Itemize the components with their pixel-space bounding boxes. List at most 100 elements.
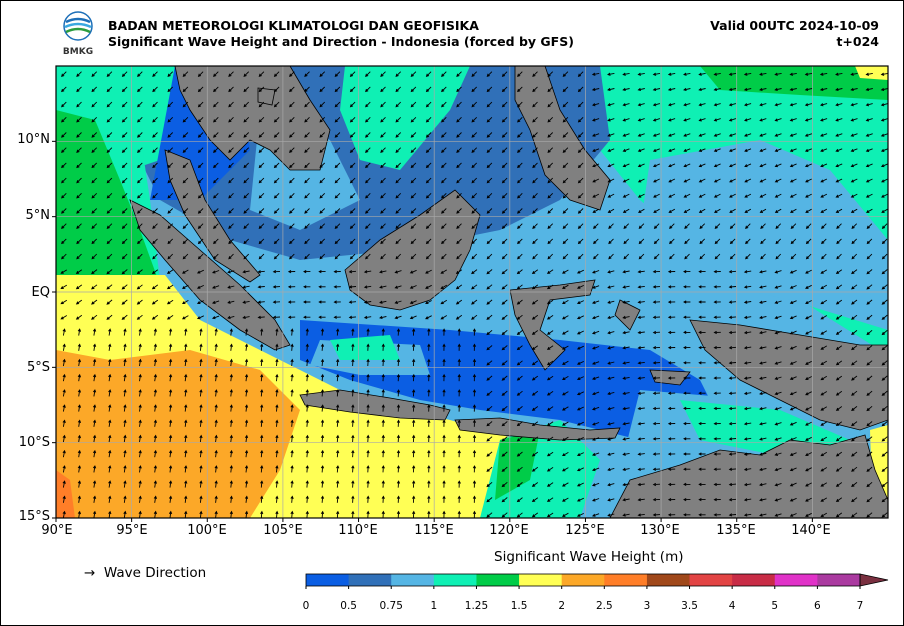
wave-arrow: [728, 270, 737, 274]
wave-arrow: [214, 343, 218, 351]
wave-arrow: [562, 300, 569, 305]
wave-arrow: [336, 465, 340, 473]
wave-arrow: [92, 510, 97, 518]
wave-arrow: [289, 132, 295, 138]
wave-arrow: [501, 299, 508, 305]
wave-arrow: [774, 300, 782, 304]
wave-arrow: [184, 465, 188, 473]
wave-arrow: [728, 391, 737, 395]
wave-arrow: [336, 373, 340, 382]
wave-arrow: [184, 404, 188, 412]
wave-arrow: [77, 465, 82, 473]
wave-arrow: [759, 133, 767, 137]
wave-arrow: [427, 449, 431, 458]
wave-arrow: [698, 103, 706, 107]
wave-arrow: [441, 162, 447, 169]
wave-arrow: [273, 147, 280, 153]
wave-arrow: [244, 465, 249, 473]
wave-arrow: [456, 162, 462, 169]
wave-arrow: [789, 118, 797, 122]
wave-arrow: [866, 269, 873, 275]
wave-arrow: [728, 103, 737, 107]
wave-arrow: [214, 495, 218, 503]
wave-arrow: [272, 315, 281, 319]
wave-arrow: [637, 513, 645, 517]
wave-arrow: [835, 406, 843, 411]
wave-arrow: [880, 133, 888, 137]
wave-arrow: [472, 434, 477, 443]
wave-arrow: [457, 434, 461, 443]
wave-arrow: [197, 116, 204, 123]
wave-arrow: [184, 510, 188, 518]
wave-arrow: [759, 346, 767, 350]
wave-arrow: [167, 208, 174, 214]
wave-arrow: [229, 465, 233, 473]
wave-arrow: [516, 406, 523, 411]
wave-arrow: [745, 238, 751, 245]
wave-arrow: [227, 300, 235, 304]
wave-arrow: [805, 193, 812, 198]
wave-arrow: [91, 86, 98, 93]
wave-arrow: [75, 284, 83, 290]
colorbar-bin: [646, 574, 691, 586]
wave-arrow: [61, 238, 67, 245]
wave-arrow: [365, 253, 371, 260]
wave-arrow: [562, 116, 569, 123]
wave-arrow: [151, 269, 159, 275]
wave-arrow: [153, 434, 158, 443]
wave-arrow: [577, 177, 584, 184]
wave-arrow: [820, 436, 828, 441]
wave-arrow: [759, 118, 767, 122]
wave-arrow: [334, 71, 341, 77]
wave-arrow: [123, 358, 127, 367]
wave-arrow: [182, 315, 189, 320]
wave-arrow: [744, 148, 752, 152]
wave-arrow: [547, 192, 554, 199]
wave-arrow: [441, 238, 447, 245]
wave-arrow: [442, 449, 446, 458]
colorbar-tick-label: 1.5: [510, 600, 528, 612]
wave-arrow: [576, 330, 584, 335]
wave-arrow: [835, 269, 843, 275]
wave-arrow: [153, 465, 158, 473]
wave-arrow: [805, 208, 812, 213]
wave-arrow: [501, 405, 508, 412]
wave-arrow: [880, 87, 888, 92]
wave-arrow: [349, 116, 356, 123]
wave-arrow: [592, 163, 600, 168]
wave-arrow: [729, 193, 736, 198]
wave-arrow: [637, 376, 645, 380]
wave-arrow: [728, 346, 737, 350]
wave-arrow: [91, 116, 98, 123]
wave-arrow: [61, 253, 67, 260]
wave-arrow: [425, 269, 432, 274]
wave-arrow: [273, 86, 280, 93]
colorbar-bin: [348, 574, 392, 586]
wave-arrow: [820, 482, 828, 487]
wave-arrow: [351, 449, 355, 458]
wave-arrow: [108, 510, 112, 518]
wave-arrow: [62, 434, 66, 443]
colorbar-tick-label: 3: [643, 600, 651, 612]
wave-arrow: [820, 208, 828, 213]
wave-arrow: [380, 132, 386, 138]
wave-arrow: [351, 434, 355, 443]
wave-arrow: [774, 133, 782, 137]
wave-arrow: [273, 238, 280, 245]
wave-arrow: [457, 465, 461, 473]
wave-arrow: [531, 466, 539, 472]
wave-arrow: [395, 71, 402, 77]
wave-arrow: [501, 132, 508, 138]
wave-arrow: [669, 238, 675, 245]
wave-arrow: [197, 253, 204, 260]
wave-arrow: [395, 162, 402, 169]
wave-arrow: [774, 437, 782, 441]
wave-arrow: [168, 449, 173, 458]
wave-arrow: [698, 148, 706, 152]
wave-arrow: [289, 253, 295, 260]
wave-arrow: [866, 466, 873, 472]
wave-arrow: [108, 389, 112, 397]
wave-arrow: [789, 497, 797, 502]
wave-arrow: [774, 103, 782, 107]
wave-arrow: [121, 192, 128, 199]
